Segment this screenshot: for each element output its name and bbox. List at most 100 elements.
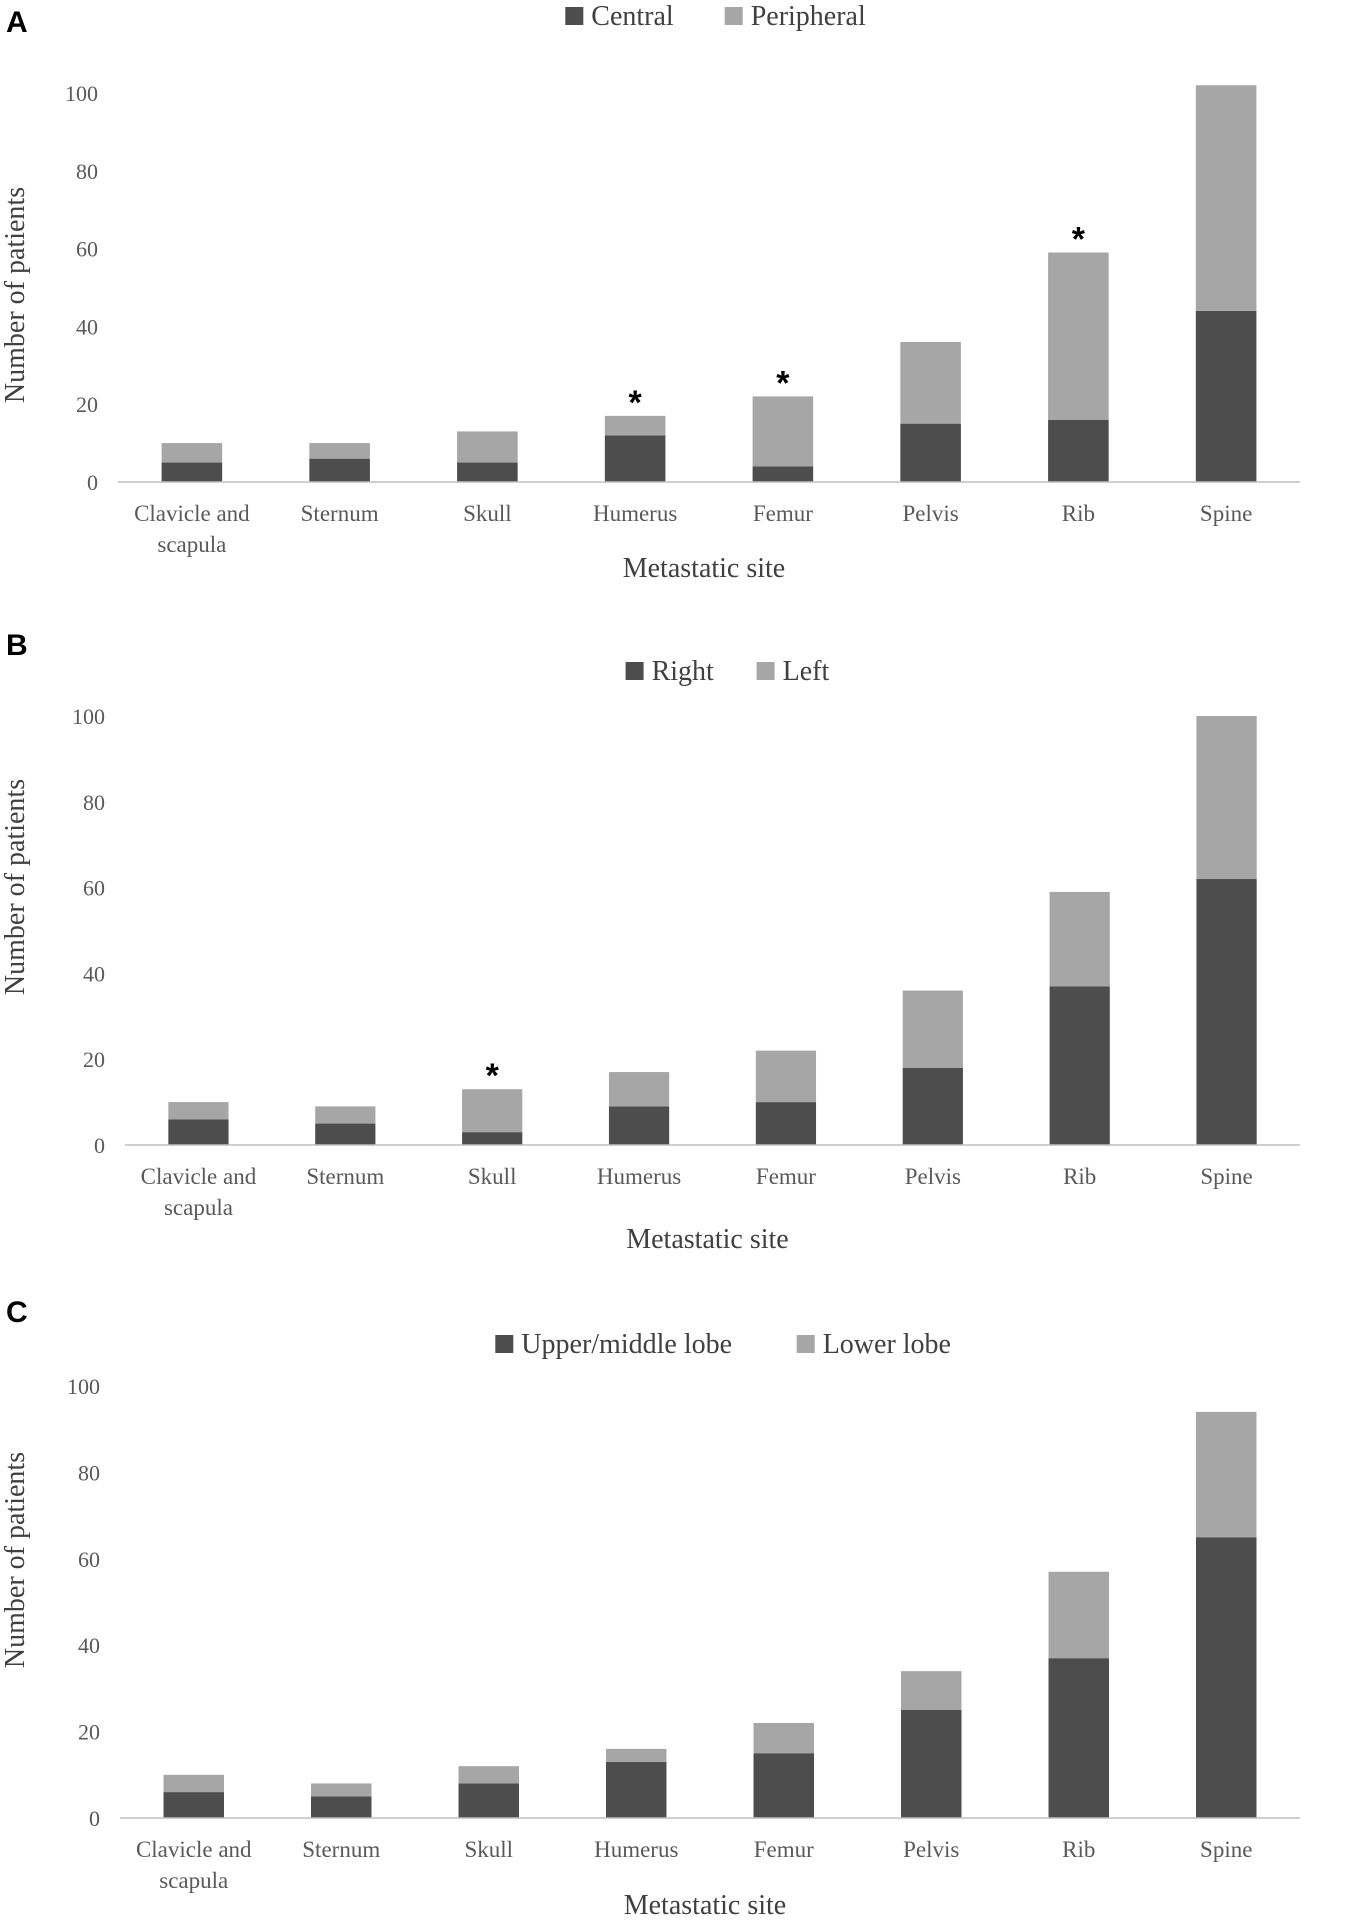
legend-swatch-1 — [724, 7, 743, 25]
x-axis-title: Metastatic site — [626, 1224, 789, 1255]
y-tick-label: 80 — [76, 159, 98, 184]
y-tick-label: 20 — [76, 392, 98, 417]
x-tick-label: Spine — [1200, 1837, 1252, 1862]
y-tick-label: 0 — [94, 1133, 105, 1158]
y-axis-title: Number of patients — [0, 779, 31, 995]
x-tick-label: Rib — [1062, 501, 1095, 526]
significance-marker: * — [486, 1057, 500, 1095]
bar-right-0 — [168, 1119, 229, 1145]
x-tick-label: Clavicle and scapula — [141, 1164, 257, 1220]
bar-lower-lobe-6 — [1048, 1571, 1109, 1659]
y-tick-label: 100 — [72, 704, 105, 729]
legend-swatch-0 — [565, 7, 584, 25]
x-tick-label: Pelvis — [905, 1164, 961, 1189]
bar-central-6 — [1048, 419, 1109, 482]
bar-left-4 — [755, 1050, 817, 1103]
y-tick-label: 20 — [83, 1047, 105, 1072]
bar-central-7 — [1195, 310, 1257, 482]
legend: Central Peripheral — [565, 1, 866, 32]
significance-marker: * — [629, 384, 643, 422]
y-tick-label: 40 — [83, 961, 105, 986]
y-tick-label: 20 — [78, 1720, 100, 1745]
y-tick-label: 40 — [78, 1633, 100, 1658]
x-axis-title: Metastatic site — [624, 1890, 787, 1921]
y-tick-label: 100 — [65, 81, 98, 106]
bar-left-6 — [1049, 891, 1110, 987]
bar-central-3 — [604, 435, 666, 482]
x-tick-label: Pelvis — [903, 501, 959, 526]
bar-upper-middle-lobe-0 — [163, 1792, 224, 1818]
y-axis-title: Number of patients — [0, 187, 31, 403]
bar-upper-middle-lobe-6 — [1048, 1658, 1109, 1818]
x-tick-label: Spine — [1200, 501, 1252, 526]
legend-label-0: Upper/middle lobe — [521, 1329, 732, 1360]
panel-letter: B — [6, 629, 28, 662]
y-tick-label: 0 — [87, 470, 98, 495]
bar-lower-lobe-5 — [901, 1671, 962, 1710]
x-tick-label: Humerus — [597, 1164, 681, 1189]
legend-swatch-1 — [756, 662, 775, 680]
bar-upper-middle-lobe-5 — [901, 1710, 962, 1818]
bar-peripheral-5 — [900, 341, 961, 424]
y-tick-label: 60 — [76, 237, 98, 262]
significance-marker: * — [776, 364, 790, 402]
y-tick-label: 40 — [76, 314, 98, 339]
bar-peripheral-3 — [604, 415, 666, 436]
legend: Right Left — [625, 656, 830, 687]
x-tick-label: Pelvis — [903, 1837, 959, 1862]
legend-swatch-0 — [495, 1335, 514, 1353]
bar-left-7 — [1196, 716, 1257, 880]
legend-label-1: Peripheral — [751, 1, 866, 32]
bar-left-0 — [168, 1102, 229, 1120]
bar-right-4 — [755, 1102, 817, 1145]
significance-marker: * — [1072, 220, 1086, 258]
bar-right-7 — [1196, 879, 1257, 1145]
bar-left-3 — [608, 1072, 670, 1107]
y-axis-title: Number of patients — [0, 1452, 31, 1668]
bar-lower-lobe-7 — [1196, 1411, 1257, 1538]
bar-central-4 — [752, 466, 814, 482]
bar-peripheral-4 — [752, 396, 814, 467]
legend: Upper/middle lobe Lower lobe — [495, 1329, 951, 1360]
bar-right-2 — [462, 1132, 523, 1145]
x-tick-label: Rib — [1062, 1837, 1095, 1862]
x-tick-label: Spine — [1200, 1164, 1252, 1189]
x-tick-label: Skull — [468, 1164, 517, 1189]
bar-central-2 — [457, 462, 518, 482]
bar-right-6 — [1049, 986, 1110, 1145]
y-tick-label: 80 — [83, 790, 105, 815]
x-tick-label: Humerus — [593, 501, 677, 526]
x-tick-label: Sternum — [301, 501, 379, 526]
x-tick-label: Clavicle and scapula — [134, 501, 250, 557]
bar-upper-middle-lobe-2 — [458, 1783, 519, 1818]
chart-panel-c: C Upper/middle lobe Lower lobe 0 20 40 60 80 100… — [0, 1296, 1300, 1921]
bar-upper-middle-lobe-4 — [753, 1753, 814, 1818]
legend-label-1: Left — [783, 656, 830, 687]
x-tick-label: Sternum — [302, 1837, 380, 1862]
x-tick-label: Femur — [756, 1164, 816, 1189]
legend-label-0: Right — [652, 656, 714, 687]
x-tick-label: Clavicle and scapula — [136, 1837, 252, 1893]
bar-lower-lobe-3 — [606, 1748, 667, 1762]
bar-right-5 — [902, 1067, 963, 1145]
bar-left-2 — [462, 1089, 523, 1133]
chart-panel-b: B Right Left 0 20 40 60 80 100 Number of patients… — [0, 629, 1300, 1255]
bar-left-1 — [315, 1106, 376, 1124]
bar-left-5 — [902, 990, 963, 1068]
x-tick-label: Rib — [1063, 1164, 1096, 1189]
bar-right-3 — [608, 1106, 670, 1145]
x-tick-label: Sternum — [306, 1164, 384, 1189]
legend-swatch-0 — [625, 662, 644, 680]
panel-letter: A — [6, 6, 28, 39]
panel-letter: C — [6, 1296, 28, 1329]
legend-label-1: Lower lobe — [823, 1329, 951, 1360]
chart-panel-a: A Central Peripheral 0 20 40 60 80 100 Number of … — [0, 1, 1300, 584]
x-tick-label: Skull — [463, 501, 512, 526]
bar-central-0 — [161, 462, 223, 482]
bar-central-5 — [900, 423, 961, 482]
y-tick-label: 60 — [83, 876, 105, 901]
bar-peripheral-2 — [457, 431, 518, 463]
x-tick-label: Humerus — [594, 1837, 678, 1862]
bar-upper-middle-lobe-7 — [1196, 1537, 1257, 1818]
